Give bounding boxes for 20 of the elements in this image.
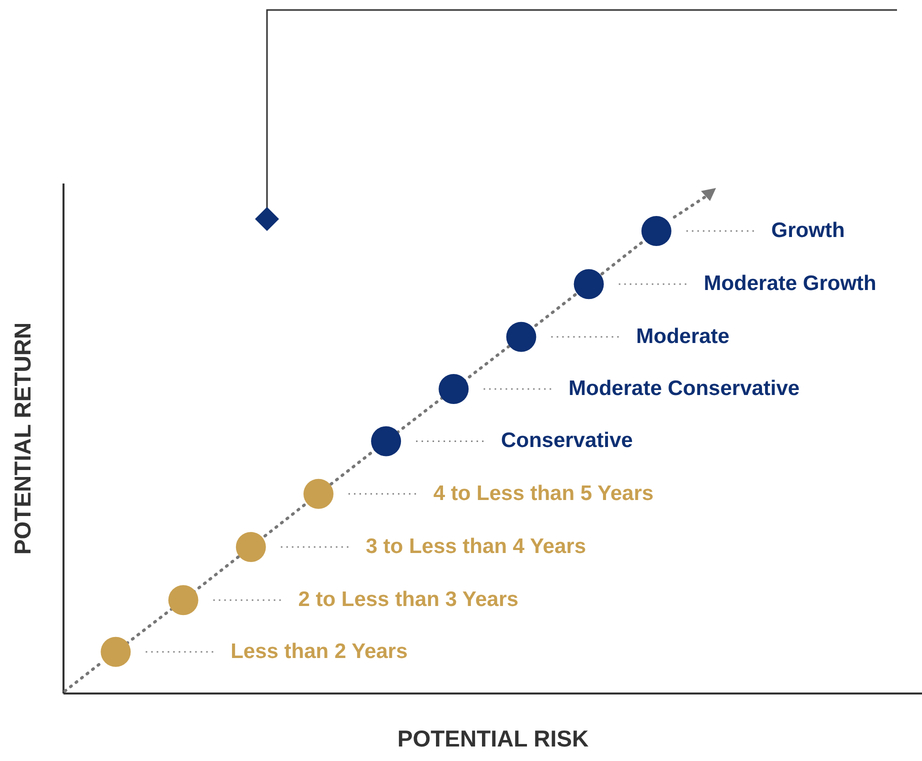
point [506,322,536,352]
point [168,585,198,616]
point [438,374,469,404]
annotation: 3 to Less than 4 Years [366,535,586,558]
annotation: Less than 2 Years [230,640,408,663]
point [100,636,131,667]
y-axis-title: POTENTIAL RETURN [10,322,36,555]
point [574,269,604,300]
annotation: Moderate Conservative [568,377,800,400]
annotation: Moderate [636,324,730,348]
point [641,216,672,246]
point [236,532,266,562]
point [303,478,334,509]
point [371,426,402,456]
annotation: 4 to Less than 5 Years [433,482,654,505]
text: Moderate Growth [704,272,876,296]
x-axis-title: POTENTIAL RISK [397,726,590,752]
annotation: Conservative [500,429,633,452]
text: Growth [771,219,845,242]
annotation: 2 to Less than 3 Years [298,588,518,612]
